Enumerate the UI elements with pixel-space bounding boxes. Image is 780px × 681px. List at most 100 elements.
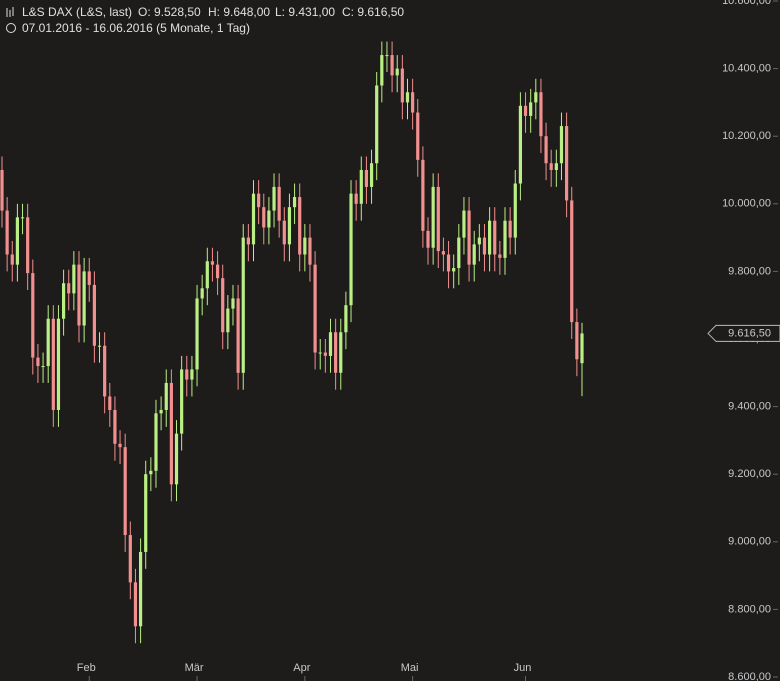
last-price-tag	[707, 324, 780, 342]
candle	[210, 247, 215, 282]
candle	[87, 257, 91, 302]
candle	[303, 224, 307, 272]
y-tick-label: 10.400,00	[722, 63, 771, 75]
candle-body	[457, 237, 461, 269]
candle-body	[390, 55, 394, 76]
candle	[575, 308, 579, 377]
candle-body	[467, 210, 471, 265]
candle	[349, 180, 353, 323]
candle	[477, 224, 481, 262]
candle-body	[344, 305, 348, 333]
candle-body	[61, 283, 66, 319]
candle	[46, 305, 50, 383]
candle-body	[462, 210, 466, 238]
candle-body	[56, 318, 61, 410]
candle	[405, 78, 410, 120]
candle	[113, 396, 117, 461]
y-tick-label: 8.800,00	[728, 603, 771, 615]
candle-body	[277, 186, 281, 221]
candle-body	[31, 273, 35, 358]
x-tick-label: Apr	[293, 662, 310, 674]
candle-body	[200, 288, 204, 299]
chart-subtitle: 07.01.2016 - 16.06.2016 (5 Monate, 1 Tag…	[22, 21, 250, 35]
candle	[92, 271, 96, 363]
candle	[246, 224, 250, 262]
candle-body	[190, 369, 194, 380]
candle	[36, 344, 40, 383]
candle	[565, 112, 569, 218]
candle	[118, 430, 122, 465]
candle	[570, 186, 574, 339]
candle	[205, 247, 209, 306]
candle	[529, 88, 533, 133]
chart-icon	[6, 7, 14, 17]
candle	[67, 269, 71, 311]
candle-body	[10, 254, 14, 265]
candle	[344, 291, 348, 350]
candle	[123, 433, 127, 552]
candle-body	[565, 126, 569, 201]
candle-body	[251, 193, 256, 245]
x-tick-label: Jun	[514, 662, 532, 674]
candle	[411, 78, 415, 130]
candle-body	[262, 207, 266, 228]
candle	[400, 55, 404, 120]
candle-body	[231, 298, 235, 309]
candle	[580, 322, 584, 397]
candle	[185, 355, 189, 397]
candle-body	[149, 470, 153, 475]
candle	[20, 203, 25, 235]
candle	[539, 78, 543, 154]
y-tick-label: 9.800,00	[728, 265, 771, 277]
candle	[231, 284, 235, 326]
candle-body	[472, 244, 476, 265]
candle	[308, 224, 312, 282]
candle-body	[246, 237, 250, 245]
candle	[508, 207, 512, 255]
candle-body	[493, 220, 497, 255]
candle	[488, 207, 492, 272]
ohlc-low: L: 9.431,00	[275, 5, 335, 19]
x-tick-label: Mai	[401, 662, 419, 674]
candle	[523, 92, 528, 133]
y-tick-label: 10.000,00	[722, 198, 771, 210]
candle	[457, 224, 461, 285]
candle	[441, 237, 446, 272]
candle-body	[431, 186, 435, 248]
candle-body	[421, 159, 425, 231]
candle-body	[539, 92, 543, 137]
candle	[369, 149, 374, 204]
candle-body	[580, 333, 584, 364]
candle	[518, 92, 523, 201]
candle	[493, 207, 497, 272]
candle-body	[97, 345, 102, 347]
candle-body	[570, 200, 574, 323]
candle-body	[411, 92, 415, 113]
candle-body	[426, 230, 430, 248]
candle	[5, 197, 9, 272]
candle-body	[369, 163, 374, 187]
candle	[282, 207, 286, 262]
clock-icon	[6, 23, 16, 33]
candle-body	[503, 220, 507, 258]
candle	[313, 251, 317, 370]
candle	[498, 240, 502, 275]
candle-body	[87, 271, 91, 285]
candle-body	[287, 207, 292, 245]
ohlc-open: O: 9.528,50	[138, 5, 201, 19]
candle-body	[498, 254, 502, 258]
candle-body	[308, 237, 312, 265]
candle-body	[92, 284, 96, 346]
candle	[364, 156, 369, 204]
candle-body	[205, 261, 209, 289]
candle	[554, 149, 558, 187]
candle-body	[169, 382, 173, 485]
candle-body	[436, 186, 440, 252]
candle	[174, 420, 179, 502]
candle-body	[118, 443, 122, 448]
candle-body	[354, 193, 358, 204]
candle	[26, 203, 30, 290]
candle-body	[282, 220, 286, 245]
